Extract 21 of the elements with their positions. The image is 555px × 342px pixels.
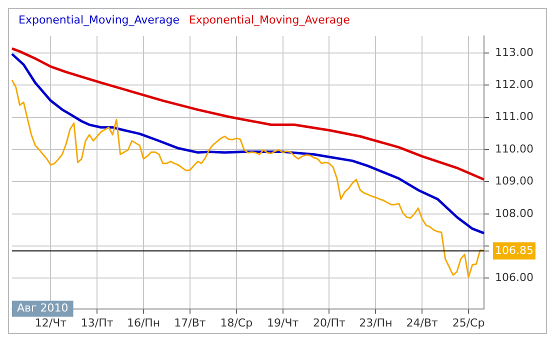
- annotation: Авг 2010: [17, 302, 68, 315]
- y-tick-label: 111.00: [495, 110, 534, 124]
- x-tick-label: 23/Пн: [359, 316, 392, 330]
- y-tick-label: 106.00: [495, 271, 534, 284]
- text: Exponential_Moving_Average: [188, 13, 350, 26]
- x-tick-label: 13/Пт: [80, 316, 114, 330]
- y-tick-label: 113.00: [495, 46, 534, 59]
- y-tick-label: 110.00: [495, 142, 534, 156]
- x-tick-label: 18/Ср: [220, 316, 253, 330]
- x-tick-label: 25/Ср: [452, 316, 485, 330]
- x-tick-label: 12/Чт: [34, 316, 68, 330]
- x-tick-label: 24/Вт: [406, 316, 439, 330]
- text: Exponential_Moving_Average: [18, 13, 180, 26]
- y-tick-label: 112.00: [495, 78, 534, 92]
- x-tick-label: 17/Вт: [174, 316, 206, 330]
- y-tick-label: 109.00: [495, 174, 534, 188]
- x-tick-label: 19/Чт: [266, 316, 300, 330]
- y-tick-label: 106.85: [495, 244, 534, 257]
- x-tick-label: 20/Пт: [313, 316, 346, 330]
- y-tick-label: 108.00: [495, 206, 534, 220]
- x-tick-label: 16/Пн: [126, 316, 160, 330]
